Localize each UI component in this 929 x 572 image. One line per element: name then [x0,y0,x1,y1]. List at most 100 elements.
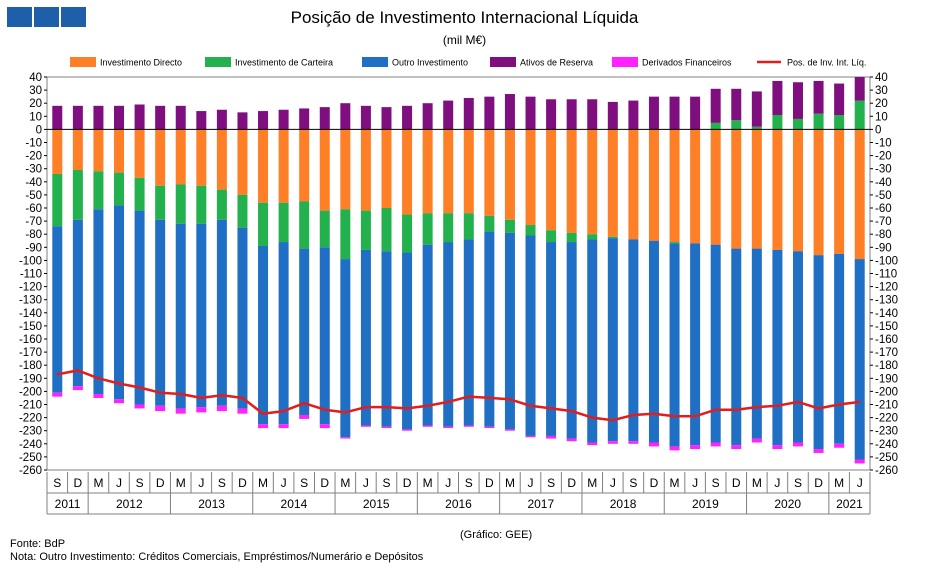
bar-outro-investimento [402,252,413,430]
bar-ativos-de-reserva [443,100,454,130]
bar-investimento-directo [52,129,63,174]
y-tick-label-left: -30 [25,164,42,176]
bar-outro-investimento [319,247,330,425]
bar-ativos-de-reserva [237,112,248,130]
bar-ativos-de-reserva [381,107,392,130]
bar-outro-investimento [525,235,536,436]
bar-ativos-de-reserva [340,103,351,130]
legend-swatch-ativos-de-reserva [490,57,516,67]
x-tick-label: J [857,476,863,490]
bar-investimento-de-carteira [669,242,680,244]
bar-ativos-de-reserva [587,99,598,130]
bar-ativos-de-reserva [134,104,145,130]
y-tick-label-left: -250 [19,452,42,464]
bar-derivados-financeiros [751,438,762,443]
legend-label: Investimento de Carteira [235,58,333,68]
year-label: 2015 [363,497,390,511]
x-tick-label: M [176,476,186,490]
x-tick-label: S [794,476,802,490]
bar-investimento-de-carteira [792,118,803,130]
y-tick-label-right: -70 [875,216,892,228]
bar-investimento-directo [607,129,618,237]
logo-square-2 [34,7,59,27]
bar-outro-investimento [834,253,845,444]
net-position-point [138,386,141,389]
bar-derivados-financeiros [628,441,639,444]
bar-investimento-de-carteira [607,236,618,239]
net-position-point [735,408,738,411]
bar-derivados-financeiros [710,442,721,447]
legend-label: Derivados Financeiros [642,58,732,68]
bar-ativos-de-reserva [648,96,659,130]
net-position-point [385,406,388,408]
net-position-point [179,393,182,395]
net-position-point [406,407,408,410]
y-tick-label-right: -100 [875,255,898,267]
bar-ativos-de-reserva [278,109,289,130]
y-tick-label-left: -230 [19,426,42,438]
bar-ativos-de-reserva [566,99,577,130]
x-tick-label: S [465,476,473,490]
bar-derivados-financeiros [175,408,186,414]
bar-ativos-de-reserva [628,100,639,130]
legend-label: Pos. de Inv. Int. Líq. [787,58,866,68]
bar-derivados-financeiros [463,425,474,427]
bar-derivados-financeiros [114,399,125,404]
y-tick-label-left: -220 [19,413,42,425]
y-tick-label-right: -240 [875,439,898,451]
bar-ativos-de-reserva [360,105,371,130]
net-position-point [858,401,861,403]
bar-investimento-directo [155,129,166,186]
x-tick-label: J [198,476,204,490]
bar-investimento-directo [731,129,742,249]
bar-outro-investimento [237,227,248,409]
bar-investimento-directo [422,129,433,214]
bar-derivados-financeiros [278,424,289,429]
bar-outro-investimento [607,238,618,442]
net-position-point [56,373,59,376]
y-tick-label-left: -10 [25,138,42,150]
bar-ativos-de-reserva [258,111,269,130]
bar-outro-investimento [258,245,269,425]
bar-derivados-financeiros [834,443,845,448]
x-tick-label: S [53,476,61,490]
bar-investimento-de-carteira [175,184,186,224]
bar-outro-investimento [648,240,659,443]
x-tick-label: S [547,476,555,490]
y-tick-label-right: -80 [875,229,892,241]
y-tick-label-right: -210 [875,400,898,412]
year-label: 2011 [55,497,81,511]
x-tick-label: J [528,476,534,490]
bar-investimento-directo [669,129,680,243]
y-tick-label-right: -190 [875,373,898,385]
net-position-point [200,397,203,399]
bar-investimento-de-carteira [93,171,104,210]
bar-outro-investimento [504,232,515,430]
net-position-point [77,369,79,372]
bar-outro-investimento [566,242,577,439]
bar-investimento-directo [319,129,330,211]
bar-derivados-financeiros [422,425,433,427]
y-tick-label-right: 10 [875,111,888,123]
y-tick-label-left: -110 [20,269,42,281]
net-position-point [714,408,717,411]
bar-ativos-de-reserva [484,96,495,130]
bar-investimento-directo [340,129,351,210]
bar-ativos-de-reserva [216,109,227,130]
bar-ativos-de-reserva [114,105,125,130]
x-tick-label: J [116,476,122,490]
bar-ativos-de-reserva [792,82,803,119]
year-label: 2019 [692,497,719,511]
x-tick-label: D [567,476,576,490]
bar-derivados-financeiros [299,414,310,419]
bar-investimento-directo [299,129,310,202]
x-tick-label: M [752,476,762,490]
bar-investimento-de-carteira [360,210,371,250]
y-tick-label-left: 0 [36,124,42,136]
y-tick-label-left: -150 [19,321,42,333]
year-label: 2020 [774,497,801,511]
y-tick-label-left: -210 [19,400,42,412]
y-tick-label-right: -170 [875,347,898,359]
x-tick-label: D [156,476,165,490]
